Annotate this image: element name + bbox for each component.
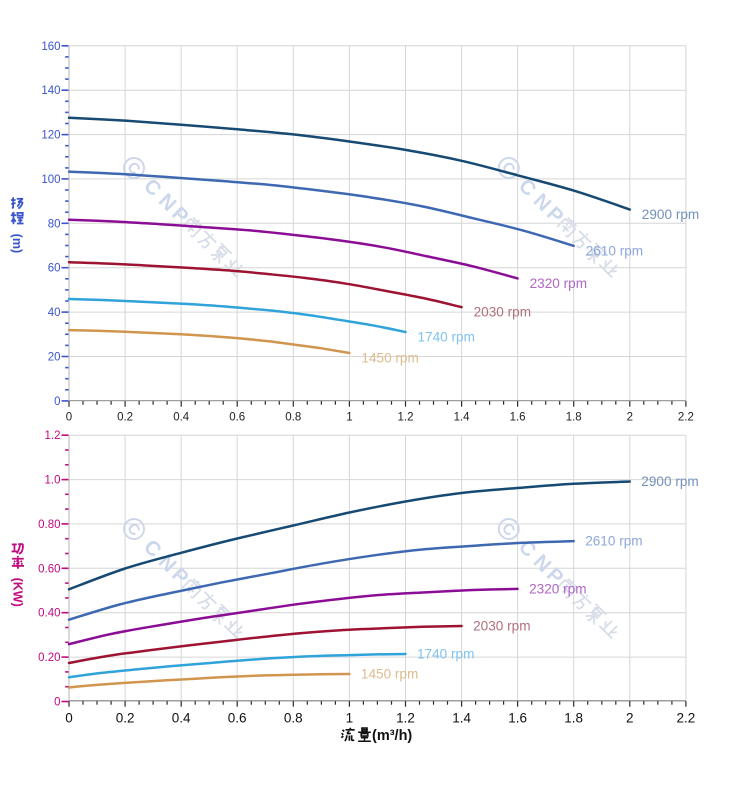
svg-text:2610 rpm: 2610 rpm (585, 534, 642, 549)
svg-text:0: 0 (54, 396, 60, 408)
svg-text:140: 140 (41, 85, 60, 97)
svg-text:1450 rpm: 1450 rpm (361, 350, 418, 365)
svg-text:60: 60 (48, 263, 61, 275)
svg-text:1740 rpm: 1740 rpm (418, 329, 475, 344)
svg-text:(m³/h): (m³/h) (372, 728, 412, 744)
svg-text:0.2: 0.2 (117, 412, 133, 424)
svg-text:2320 rpm: 2320 rpm (529, 582, 586, 597)
svg-text:2030 rpm: 2030 rpm (473, 619, 530, 634)
svg-text:1.6: 1.6 (510, 412, 526, 424)
svg-text:2030 rpm: 2030 rpm (474, 305, 531, 320)
svg-text:1450 rpm: 1450 rpm (361, 667, 418, 682)
svg-text:2900 rpm: 2900 rpm (641, 474, 698, 489)
svg-text:0.6: 0.6 (229, 412, 245, 424)
svg-text:0.80: 0.80 (38, 519, 60, 531)
svg-text:1: 1 (346, 711, 354, 726)
svg-text:1.2: 1.2 (398, 412, 414, 424)
svg-text:0.40: 0.40 (38, 608, 60, 620)
svg-text:1: 1 (346, 412, 352, 424)
svg-text:80: 80 (48, 218, 61, 230)
svg-text:0: 0 (66, 412, 72, 424)
svg-text:40: 40 (48, 307, 61, 319)
svg-text:2900 rpm: 2900 rpm (642, 207, 699, 222)
svg-text:(KW): (KW) (11, 578, 25, 607)
svg-text:1.8: 1.8 (566, 412, 582, 424)
svg-text:120: 120 (41, 130, 60, 142)
svg-text:0.4: 0.4 (172, 711, 191, 726)
svg-text:1.4: 1.4 (454, 412, 471, 424)
svg-text:2: 2 (626, 711, 634, 726)
svg-text:1.0: 1.0 (45, 475, 61, 487)
svg-text:1.4: 1.4 (452, 711, 471, 726)
svg-text:0.8: 0.8 (284, 711, 303, 726)
svg-text:0.60: 0.60 (38, 563, 60, 575)
svg-text:(m): (m) (10, 234, 24, 253)
svg-text:0.20: 0.20 (38, 652, 60, 664)
svg-text:2.2: 2.2 (677, 711, 696, 726)
svg-text:2320 rpm: 2320 rpm (530, 276, 587, 291)
svg-text:0.2: 0.2 (116, 711, 135, 726)
svg-text:20: 20 (48, 352, 61, 364)
svg-text:0: 0 (54, 697, 60, 709)
svg-text:0.4: 0.4 (173, 412, 190, 424)
svg-text:0.6: 0.6 (228, 711, 247, 726)
svg-text:2.2: 2.2 (678, 412, 694, 424)
svg-text:0: 0 (65, 711, 73, 726)
svg-text:1.2: 1.2 (45, 430, 61, 442)
svg-text:2: 2 (627, 412, 633, 424)
svg-text:100: 100 (41, 174, 60, 186)
svg-text:160: 160 (41, 41, 60, 53)
svg-text:1740 rpm: 1740 rpm (417, 647, 474, 662)
svg-text:2610 rpm: 2610 rpm (586, 243, 643, 258)
svg-text:1.8: 1.8 (564, 711, 583, 726)
svg-text:1.2: 1.2 (396, 711, 415, 726)
svg-text:1.6: 1.6 (508, 711, 527, 726)
svg-text:0.8: 0.8 (285, 412, 301, 424)
